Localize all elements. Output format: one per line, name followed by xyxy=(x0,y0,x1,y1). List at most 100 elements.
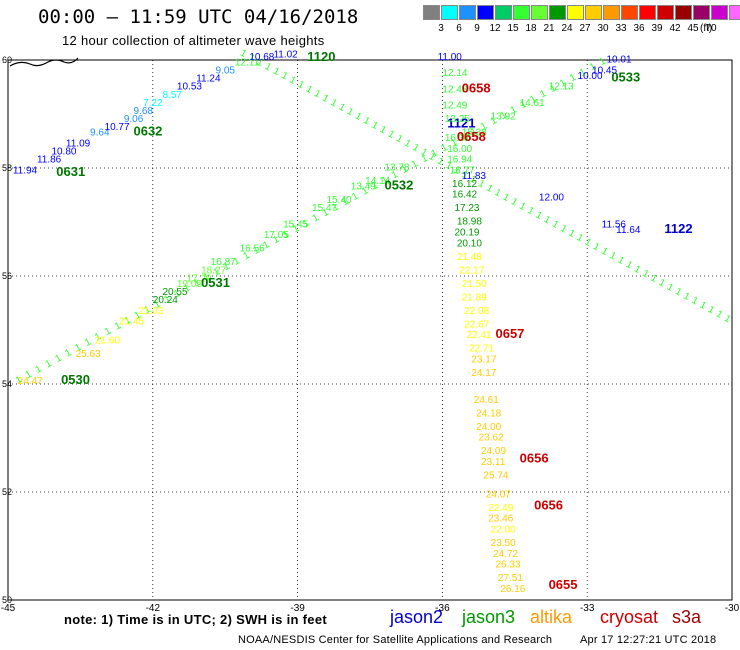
legend-label: 36 xyxy=(633,23,645,34)
legend-label: 45 xyxy=(687,23,699,34)
legend-swatch xyxy=(657,5,674,20)
track-fill-mark: 1 xyxy=(501,192,512,205)
pass-time-label: 1121 xyxy=(447,116,475,131)
track-fill-mark: 1 xyxy=(558,77,569,90)
legend-label: 12 xyxy=(489,23,501,34)
track-fill-mark: 1 xyxy=(449,137,460,150)
pass-time-label: 0631 xyxy=(56,164,85,179)
wave-height-value: 14.61 xyxy=(520,98,545,109)
wave-height-value: 13.92 xyxy=(491,111,516,122)
wave-height-value: 24.18 xyxy=(476,408,501,419)
legend-swatch xyxy=(513,5,530,20)
wave-height-value: 11.86 xyxy=(37,155,62,166)
track-fill-mark: 1 xyxy=(113,320,124,333)
footer-note: note: 1) Time is in UTC; 2) SWH is in fe… xyxy=(64,612,327,627)
track-fill-mark: 1 xyxy=(390,169,401,182)
legend-label: 21 xyxy=(543,23,555,34)
wave-height-value: 25.74 xyxy=(483,471,508,482)
wave-height-value: 11.02 xyxy=(273,49,298,60)
pass-time-label: 1122 xyxy=(664,221,692,236)
legend-label: 15 xyxy=(507,23,519,34)
wave-height-value: 21.45 xyxy=(119,317,144,328)
wave-height-value: 9.05 xyxy=(216,66,236,77)
track-fill-mark: 1 xyxy=(469,126,480,139)
track-fill-mark: 1 xyxy=(665,282,676,295)
track-fill-mark: 1 xyxy=(583,237,594,250)
track-fill-mark: 1 xyxy=(261,239,272,252)
legend-label: 3 xyxy=(438,23,444,34)
track-fill-mark: 1 xyxy=(361,115,372,128)
track-fill-mark: 1 xyxy=(632,264,643,277)
track-fill-mark: 1 xyxy=(370,180,381,193)
wave-height-value: 16.56 xyxy=(240,244,265,255)
wave-height-value: 12.14 xyxy=(442,68,467,79)
legend-swatch xyxy=(549,5,566,20)
track-fill-mark: 1 xyxy=(386,129,397,142)
track-fill-mark: 1 xyxy=(162,293,173,306)
track-fill-mark: 1 xyxy=(588,61,599,74)
track-fill-mark: 1 xyxy=(296,79,307,92)
wave-height-value: 16.31 xyxy=(445,133,470,144)
wave-height-value: 27.51 xyxy=(498,573,523,584)
page-subtitle: 12 hour collection of altimeter wave hei… xyxy=(62,33,325,48)
wave-height-value: 11.09 xyxy=(66,138,91,149)
wave-height-value: 12.00 xyxy=(539,192,564,203)
track-fill-mark: 1 xyxy=(402,138,413,151)
track-fill-mark: 1 xyxy=(255,57,266,70)
track-fill-mark: 1 xyxy=(616,255,627,268)
wave-height-value: 22.67 xyxy=(464,319,489,330)
wave-height-value: 24.47 xyxy=(18,376,43,387)
wave-height-value: 24.72 xyxy=(493,549,518,560)
wave-height-value: 17.29 xyxy=(187,273,212,284)
track-fill-mark: 1 xyxy=(681,291,692,304)
track-fill-mark: 1 xyxy=(291,223,302,236)
track-fill-mark: 1 xyxy=(435,156,446,169)
track-fill-mark: 1 xyxy=(330,201,341,214)
track-fill-mark: 1 xyxy=(246,52,257,65)
wave-height-value: 11.94 xyxy=(13,165,38,176)
track-fill-mark: 1 xyxy=(63,347,74,360)
lat-tick-label: 52 xyxy=(2,487,12,497)
generated-timestamp: Apr 17 12:27:21 UTC 2018 xyxy=(580,634,717,646)
legend-swatch xyxy=(621,5,638,20)
legend-label: 30 xyxy=(597,23,609,34)
wave-height-value: 24.17 xyxy=(471,368,496,379)
track-fill-mark: 1 xyxy=(411,142,422,155)
wave-height-value: 25.63 xyxy=(76,349,101,360)
wave-height-value: 10.80 xyxy=(51,147,76,158)
wave-height-value: 16.00 xyxy=(447,144,472,155)
track-fill-mark: 1 xyxy=(714,309,725,322)
track-fill-mark: 1 xyxy=(439,142,450,155)
track-fill-mark: 1 xyxy=(509,104,520,117)
track-fill-mark: 1 xyxy=(103,326,114,339)
wave-height-value: 10.00 xyxy=(578,71,603,82)
wave-height-value: 8.57 xyxy=(162,90,182,101)
legend-swatch xyxy=(729,5,740,20)
wave-height-value: 19.05 xyxy=(177,279,202,290)
wave-height-value: 23.46 xyxy=(488,514,513,525)
pass-time-label: 0656 xyxy=(534,497,563,512)
wave-height-value: 10.01 xyxy=(607,55,632,66)
color-legend xyxy=(423,5,740,20)
track-fill-mark: 1 xyxy=(212,266,223,279)
satellite-key-altika: altika xyxy=(530,607,573,627)
wave-height-value: 20.24 xyxy=(153,295,178,306)
wave-height-value: 17.05 xyxy=(264,230,289,241)
track-fill-mark: 1 xyxy=(133,309,144,322)
pass-time-label: 1120 xyxy=(307,49,335,64)
legend-swatch xyxy=(441,5,458,20)
track-fill-mark: 1 xyxy=(640,268,651,281)
wave-height-value: 16.12 xyxy=(452,179,477,190)
wave-height-value: 26.16 xyxy=(500,584,525,595)
wave-height-value: 20.19 xyxy=(454,228,479,239)
track-fill-mark: 1 xyxy=(518,99,529,112)
wave-height-value: 11.64 xyxy=(616,225,641,236)
wave-height-value: 21.50 xyxy=(462,279,487,290)
track-fill-mark: 1 xyxy=(24,369,35,382)
wave-height-value: 16.94 xyxy=(447,155,472,166)
track-fill-mark: 1 xyxy=(281,228,292,241)
track-fill-mark: 1 xyxy=(690,295,701,308)
track-fill-mark: 1 xyxy=(420,153,431,166)
wave-height-value: 15.38 xyxy=(462,128,487,139)
track-fill-mark: 1 xyxy=(400,164,411,177)
